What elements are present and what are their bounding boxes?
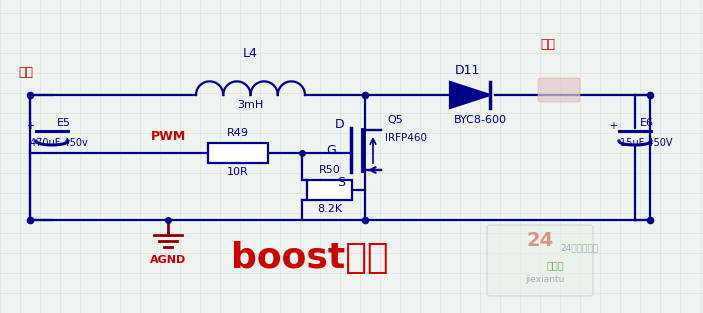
FancyBboxPatch shape (487, 225, 593, 296)
Text: E6: E6 (640, 118, 654, 128)
Text: 10R: 10R (227, 167, 249, 177)
Text: 24: 24 (527, 232, 554, 250)
Text: D11: D11 (455, 64, 480, 77)
Text: S: S (337, 176, 345, 188)
Text: G: G (326, 145, 336, 157)
Text: IRFP460: IRFP460 (385, 133, 427, 143)
Text: 输入: 输入 (18, 66, 33, 80)
Text: +: + (26, 121, 34, 131)
Text: Q5: Q5 (387, 115, 403, 125)
Text: 输出: 输出 (540, 38, 555, 52)
Text: E5: E5 (57, 118, 71, 128)
Text: R50: R50 (318, 165, 340, 175)
Text: 470uF 450v: 470uF 450v (30, 138, 88, 148)
FancyBboxPatch shape (538, 78, 580, 102)
Bar (208, 143, 268, 163)
Text: 接线图: 接线图 (546, 260, 564, 270)
Text: L4: L4 (243, 47, 258, 60)
Text: 15uF 450V: 15uF 450V (620, 138, 673, 148)
Bar (307, 180, 352, 200)
Text: PWM: PWM (150, 130, 186, 143)
Text: boost升压: boost升压 (231, 241, 389, 275)
Text: 3mH: 3mH (238, 100, 264, 110)
Text: jiexiantu: jiexiantu (525, 275, 565, 285)
Text: 24世纪电源网: 24世纪电源网 (560, 244, 598, 253)
Text: 8.2K: 8.2K (317, 204, 342, 214)
Text: R49: R49 (227, 128, 249, 138)
Text: BYC8-600: BYC8-600 (454, 115, 507, 125)
Text: +: + (609, 121, 617, 131)
Text: D: D (335, 119, 344, 131)
Polygon shape (450, 82, 490, 108)
Text: AGND: AGND (150, 255, 186, 265)
